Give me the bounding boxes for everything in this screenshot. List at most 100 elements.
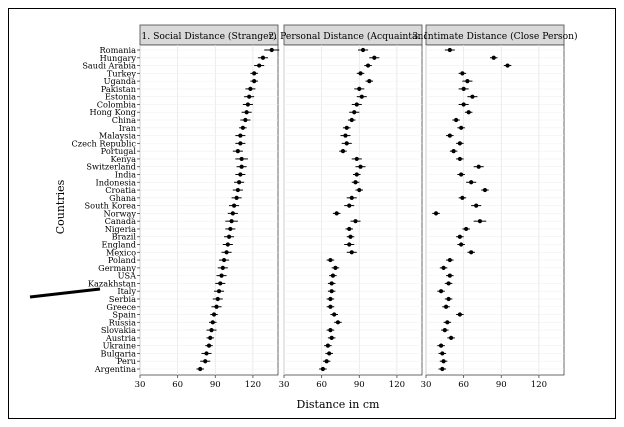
data-point: [357, 187, 362, 193]
data-point: [357, 86, 362, 92]
data-point: [354, 172, 359, 177]
data-point: [349, 250, 354, 255]
country-label: Italy: [117, 286, 136, 296]
figure-border: [8, 8, 616, 419]
data-point: [441, 359, 446, 364]
data-point: [358, 164, 363, 169]
data-point: [208, 335, 213, 340]
data-point: [329, 289, 334, 294]
data-point: [470, 94, 475, 99]
data-point: [438, 289, 444, 294]
data-point: [454, 117, 459, 123]
data-point: [353, 180, 358, 185]
country-label: Indonesia: [96, 177, 137, 187]
data-point: [344, 125, 349, 130]
data-point: [446, 281, 451, 286]
data-point: [433, 211, 439, 216]
country-label: Czech Republic: [72, 138, 137, 148]
data-point: [334, 211, 339, 216]
x-tick-label: 30: [421, 380, 432, 390]
data-point: [343, 133, 348, 138]
data-point: [210, 320, 215, 325]
data-point: [344, 141, 349, 146]
data-point: [447, 257, 452, 263]
data-point: [333, 265, 338, 270]
country-label: Iran: [119, 123, 137, 133]
country-label: Hungary: [100, 53, 137, 63]
data-point: [226, 234, 232, 239]
data-point: [491, 55, 496, 60]
data-point: [465, 79, 470, 84]
panels-layer: 1. Social Distance (Stranger)30 60 90 1202.…: [135, 24, 578, 390]
panel-1: 1. Social Distance (Stranger) 30 60 90 120: [135, 24, 280, 390]
data-point: [211, 312, 217, 317]
country-label: Austria: [105, 333, 136, 343]
country-label: Greece: [106, 302, 136, 312]
data-point: [219, 273, 224, 278]
data-point: [244, 110, 249, 115]
data-point: [469, 180, 474, 185]
data-point: [442, 327, 447, 333]
data-point: [464, 226, 469, 232]
data-point: [347, 203, 352, 208]
data-point: [325, 343, 331, 348]
country-label: Portugal: [101, 146, 137, 156]
x-tick-label: 90: [210, 380, 221, 390]
data-point: [359, 94, 364, 99]
panel-title: 1. Social Distance (Stranger): [141, 31, 276, 42]
country-label: Slovakia: [101, 325, 136, 335]
data-point: [354, 156, 359, 162]
data-point: [237, 180, 242, 185]
data-point: [225, 242, 230, 247]
data-point: [329, 335, 334, 340]
data-point: [248, 86, 253, 92]
x-tick-label: 90: [354, 380, 365, 390]
data-point: [218, 281, 223, 286]
data-point: [372, 55, 377, 60]
country-label: Norway: [103, 208, 136, 218]
panel-plot-area: [283, 44, 423, 376]
country-label: Bulgaria: [101, 348, 137, 358]
x-tick-label: 90: [496, 380, 507, 390]
data-point: [459, 242, 464, 247]
data-point: [238, 141, 243, 146]
data-point: [447, 47, 452, 53]
data-point: [206, 343, 212, 348]
country-label: Peru: [117, 356, 136, 366]
data-point: [466, 110, 471, 115]
data-point: [320, 366, 325, 372]
data-point: [252, 79, 257, 84]
country-label: Russia: [109, 317, 136, 327]
country-label: Pakistan: [101, 84, 137, 94]
data-point: [440, 351, 445, 356]
y-axis-title: Countries: [54, 179, 67, 234]
country-label: Ukraine: [103, 341, 137, 351]
x-tick-label: 120: [531, 380, 547, 390]
panel-title: 2. Personal Distance (Acquaintance): [268, 31, 437, 42]
data-point: [440, 366, 445, 372]
x-tick-label: 60: [316, 380, 327, 390]
country-label: Canada: [105, 216, 137, 226]
data-point: [209, 327, 214, 333]
data-point: [238, 133, 243, 138]
data-point: [247, 94, 252, 99]
data-point: [447, 133, 452, 138]
data-point: [460, 71, 465, 76]
data-point: [476, 164, 481, 169]
panel-plot-area: [139, 44, 279, 376]
country-label: Hong Kong: [89, 107, 136, 117]
data-point: [347, 226, 352, 232]
data-point: [235, 187, 240, 193]
data-point: [451, 149, 456, 154]
data-point: [349, 195, 354, 200]
data-point: [367, 79, 372, 84]
country-label: Germany: [98, 263, 136, 273]
data-point: [474, 203, 479, 208]
data-point: [328, 304, 333, 309]
country-label: India: [115, 169, 136, 179]
data-point: [327, 351, 332, 356]
data-point: [354, 102, 359, 107]
country-label: England: [101, 240, 136, 250]
